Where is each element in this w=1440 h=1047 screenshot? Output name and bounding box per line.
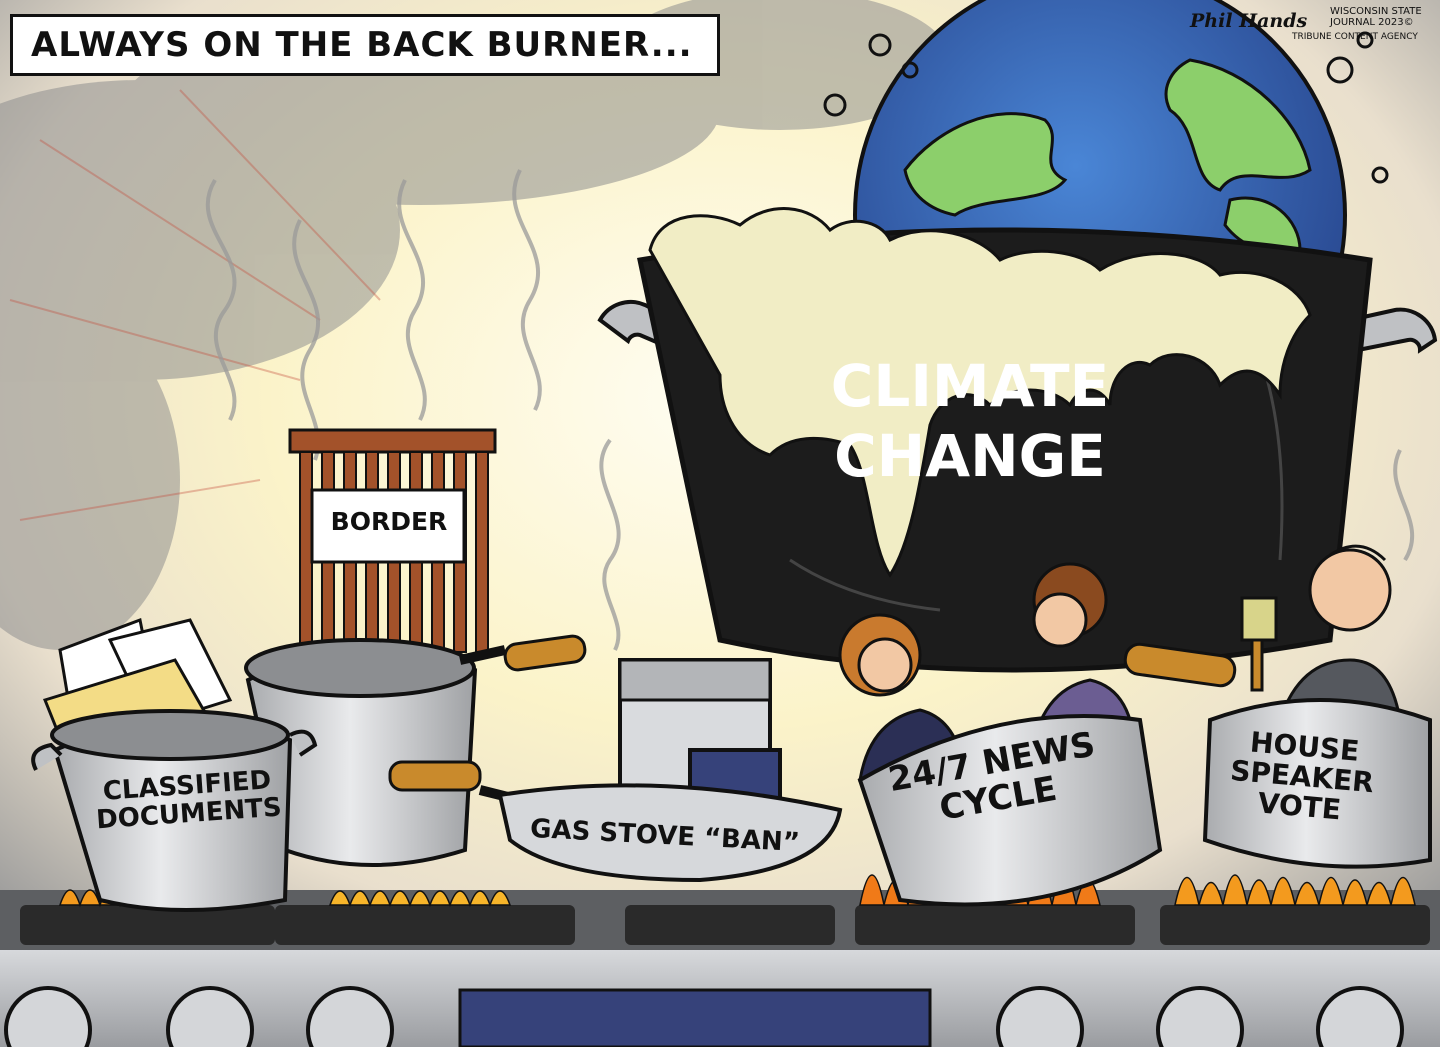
climate-label-line: CHANGE [834,421,1106,490]
gavel [1240,596,1278,692]
steam-wisps [205,169,1415,651]
earth-continent [903,112,1068,217]
publication-credit: WISCONSIN STATE JOURNAL 2023© [1330,6,1422,28]
climate-change-label: CLIMATE CHANGE [790,352,1150,491]
bubbles [823,31,1389,184]
pot-body [857,714,1163,907]
stove-knobs [4,986,1404,1047]
pot-body [1202,698,1432,869]
boiling-foam [648,207,1312,578]
pan-body [497,783,843,883]
artist-signature: Phil Hands [1190,10,1308,32]
caption-text: ALWAYS ON THE BACK BURNER... [31,25,693,65]
oven-window [458,988,932,1047]
agency-credit: TRIBUNE CONTENT AGENCY [1292,32,1418,42]
earth-continent [1164,58,1312,192]
border-label: BORDER [330,507,448,536]
fence-top-rail [288,428,497,454]
climate-label-line: CLIMATE [830,352,1110,420]
pot-handle-right [1347,307,1438,354]
border-pot [244,428,587,867]
heat-rays [9,89,381,521]
caption-box: ALWAYS ON THE BACK BURNER... [10,14,720,76]
pot-handle [503,634,587,672]
climate-pot [597,0,1438,673]
artist-credit: Phil Hands WISCONSIN STATE JOURNAL 2023©… [1190,4,1435,44]
pot-handle [1123,642,1237,688]
pan-handle [388,760,482,792]
stove-grates [20,905,1430,945]
classified-pot [31,617,318,912]
house-speaker-vote-label: HOUSE SPEAKER VOTE [1218,725,1385,829]
house-speaker-pot [1202,544,1432,869]
news-cycle-pot [838,562,1237,907]
border-sign [310,488,466,564]
gas-stove-pan [388,658,843,883]
